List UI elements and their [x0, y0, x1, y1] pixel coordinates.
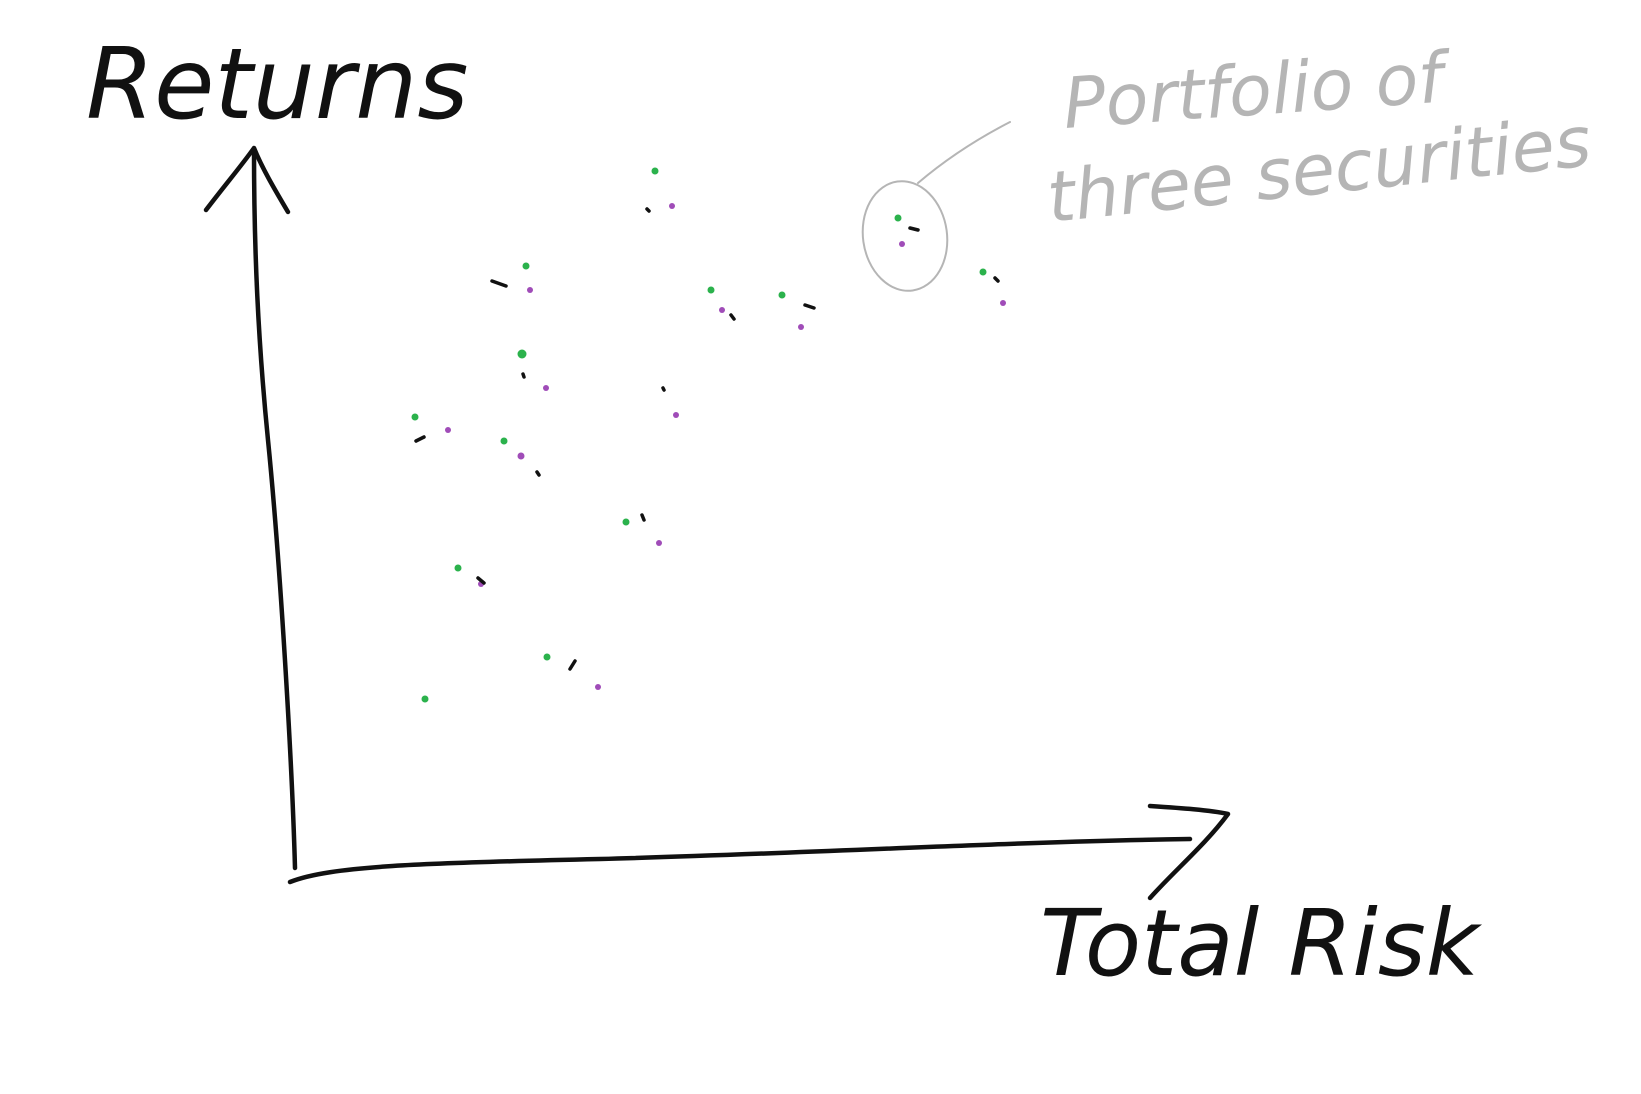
- portfolio-annotation: Portfolio of three securities: [861, 36, 1595, 292]
- dot-purple: [798, 324, 804, 330]
- dot-purple: [656, 540, 662, 546]
- dot-black: [729, 313, 736, 321]
- dot-black: [908, 226, 920, 232]
- y-axis: [203, 145, 298, 871]
- dot-black: [640, 513, 646, 522]
- dot-green: [454, 564, 462, 572]
- dot-green: [979, 268, 987, 276]
- annotation-leader-line: [917, 121, 1011, 184]
- dot-green: [894, 214, 902, 222]
- dot-black: [476, 576, 486, 585]
- dot-black: [521, 372, 526, 379]
- dot-purple: [899, 241, 905, 247]
- dot-black: [414, 435, 426, 443]
- dot-green: [411, 413, 419, 421]
- x-axis: [287, 803, 1231, 901]
- dot-purple: [1000, 300, 1006, 306]
- security-dots: [411, 167, 1006, 703]
- dot-green: [517, 349, 527, 359]
- dot-black: [490, 279, 508, 288]
- dot-green: [778, 291, 786, 299]
- portfolio-highlight-circle: [861, 180, 949, 292]
- dot-green: [707, 286, 715, 294]
- dot-purple: [543, 385, 549, 391]
- y-axis-label: Returns: [86, 28, 468, 142]
- dot-green: [622, 518, 630, 526]
- dot-purple: [595, 684, 601, 690]
- dot-green: [500, 437, 508, 445]
- dot-black: [993, 276, 1000, 283]
- dot-green: [522, 262, 530, 270]
- dot-green: [543, 653, 551, 661]
- dot-purple: [527, 287, 533, 293]
- dot-purple: [669, 203, 675, 209]
- dot-purple: [445, 427, 451, 433]
- dot-black: [535, 470, 541, 477]
- dot-green: [421, 695, 429, 703]
- dot-green: [651, 167, 659, 175]
- dot-purple: [673, 412, 679, 418]
- dot-purple: [517, 452, 525, 460]
- dot-black: [568, 659, 577, 671]
- dot-black: [661, 386, 666, 392]
- dot-purple: [719, 307, 725, 313]
- x-axis-label: Total Risk: [1040, 890, 1483, 997]
- dot-black: [645, 207, 651, 213]
- dot-black: [803, 303, 816, 310]
